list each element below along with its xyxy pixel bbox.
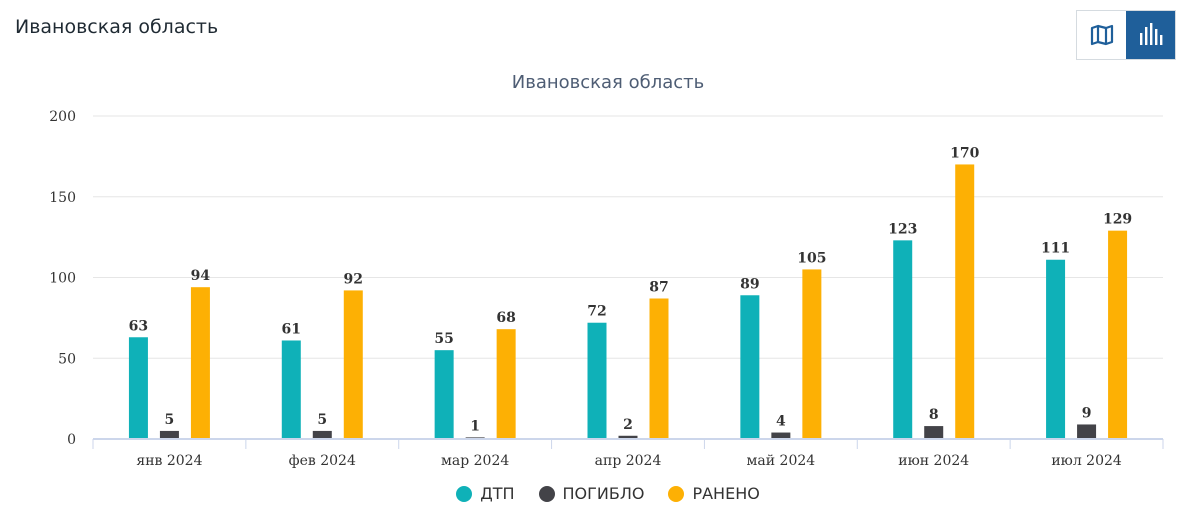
bar[interactable]: [434, 350, 454, 439]
legend-item[interactable]: ДТП: [456, 484, 515, 503]
bar[interactable]: [343, 290, 363, 439]
data-label: 89: [740, 276, 759, 292]
data-label: 2: [623, 417, 633, 433]
data-label: 1: [470, 418, 480, 434]
data-label: 111: [1041, 241, 1070, 257]
data-label: 129: [1103, 212, 1132, 228]
x-tick-label: июл 2024: [1051, 453, 1122, 469]
bar[interactable]: [955, 164, 975, 439]
map-icon: [1090, 24, 1113, 46]
data-label: 72: [587, 304, 606, 320]
bar[interactable]: [649, 298, 669, 439]
bar[interactable]: [312, 430, 332, 439]
bar[interactable]: [190, 287, 210, 439]
page-title: Ивановская область: [15, 16, 219, 38]
x-tick-label: янв 2024: [136, 453, 202, 469]
data-label: 94: [191, 268, 211, 284]
x-tick-label: апр 2024: [595, 453, 662, 469]
legend-label: ПОГИБЛО: [562, 484, 645, 503]
bar[interactable]: [1108, 230, 1128, 439]
data-label: 55: [434, 331, 453, 347]
data-label: 9: [1082, 405, 1092, 421]
bar[interactable]: [159, 430, 179, 439]
y-tick-label: 100: [49, 271, 76, 287]
chart-title: Ивановская область: [511, 72, 705, 93]
bar[interactable]: [618, 435, 638, 439]
bar[interactable]: [740, 295, 760, 439]
bar[interactable]: [281, 340, 301, 439]
bar-chart-icon: [1139, 23, 1162, 45]
data-label: 87: [649, 279, 668, 295]
y-tick-label: 0: [67, 432, 76, 448]
data-label: 105: [797, 250, 826, 266]
data-label: 63: [129, 318, 148, 334]
data-label: 4: [776, 414, 786, 430]
x-tick-label: май 2024: [747, 453, 816, 469]
data-label: 5: [317, 412, 327, 428]
map-view-button[interactable]: [1077, 11, 1126, 59]
bar[interactable]: [1077, 424, 1097, 439]
legend-marker: [538, 485, 555, 502]
bar[interactable]: [802, 269, 822, 439]
legend-item[interactable]: ПОГИБЛО: [538, 484, 645, 503]
bar[interactable]: [924, 426, 944, 439]
data-label: 61: [282, 321, 301, 337]
legend: ДТП ПОГИБЛО РАНЕНО: [0, 484, 1200, 503]
legend-item[interactable]: РАНЕНО: [668, 484, 760, 503]
y-tick-label: 50: [58, 351, 76, 367]
data-label: 68: [496, 310, 515, 326]
x-tick-label: фев 2024: [289, 453, 356, 469]
bar[interactable]: [496, 329, 516, 439]
legend-label: ДТП: [480, 484, 515, 503]
legend-marker: [456, 485, 473, 502]
data-label: 5: [165, 412, 175, 428]
legend-marker: [668, 485, 685, 502]
data-label: 8: [929, 407, 939, 423]
view-toggle: [1076, 10, 1176, 60]
bar[interactable]: [587, 322, 607, 439]
data-label: 123: [888, 221, 917, 237]
y-tick-label: 150: [49, 190, 76, 206]
bar[interactable]: [893, 240, 913, 439]
legend-label: РАНЕНО: [692, 484, 760, 503]
x-tick-label: мар 2024: [441, 453, 509, 469]
bar[interactable]: [1046, 259, 1066, 439]
bar[interactable]: [128, 337, 148, 439]
chart-view-button[interactable]: [1126, 11, 1175, 59]
x-tick-label: июн 2024: [898, 453, 969, 469]
bar[interactable]: [771, 432, 791, 439]
data-label: 170: [950, 145, 979, 161]
data-label: 92: [344, 271, 363, 287]
y-tick-label: 200: [49, 109, 76, 125]
